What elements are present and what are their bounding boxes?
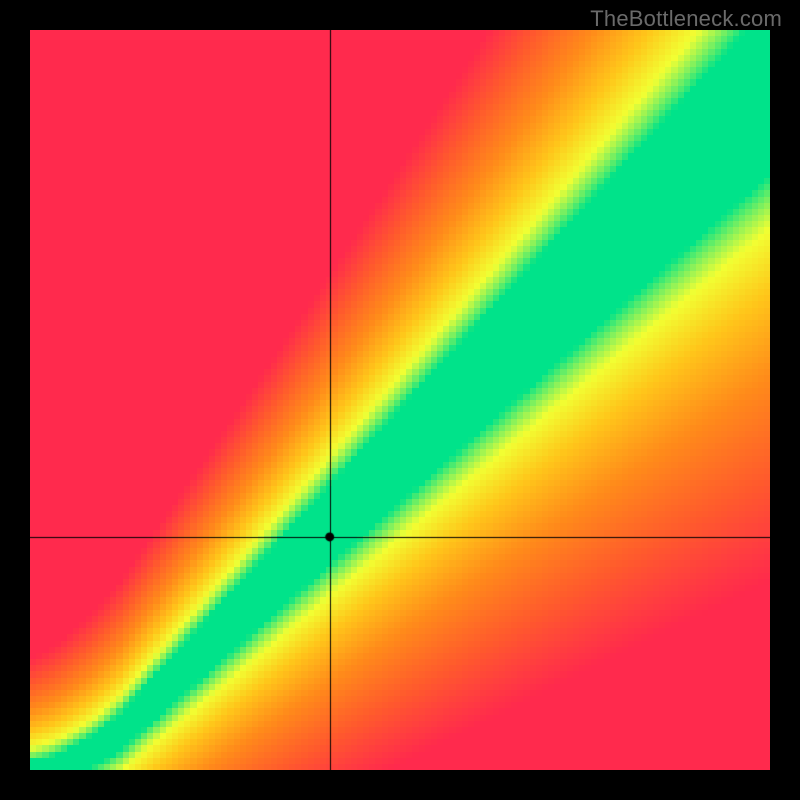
- watermark-text: TheBottleneck.com: [590, 6, 782, 32]
- chart-container: TheBottleneck.com: [0, 0, 800, 800]
- bottleneck-heatmap: [30, 30, 770, 770]
